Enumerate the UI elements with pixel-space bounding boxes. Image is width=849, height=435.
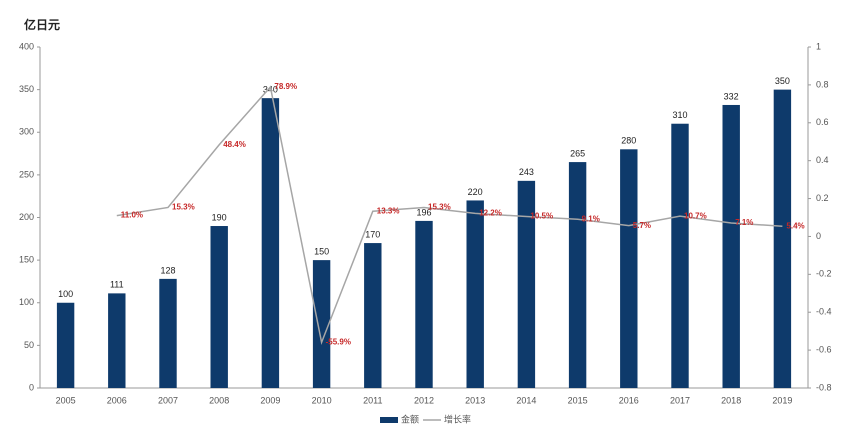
x-tick-label: 2012 [414,395,434,405]
y-tick-label: 100 [19,297,34,307]
y2-tick-label: 0.6 [816,117,829,127]
line-value-label: 5.7% [633,221,651,230]
y2-tick-label: 0.8 [816,79,829,89]
x-tick-label: 2013 [465,395,485,405]
line-value-label: 11.0% [121,211,143,220]
bar-value-label: 220 [468,187,483,197]
legend-swatch [380,417,398,423]
y-tick-label: 300 [19,127,34,137]
bar-value-label: 332 [724,91,739,101]
bar-value-label: 243 [519,167,534,177]
bar [722,104,740,388]
bar [261,98,280,389]
bar [364,243,382,388]
x-tick-label: 2010 [312,395,332,405]
x-tick-label: 2007 [158,395,178,405]
bar-value-label: 128 [160,265,175,275]
bar [415,220,433,388]
bar-value-label: 196 [416,207,431,217]
y2-tick-label: 0.4 [816,155,829,165]
x-tick-label: 2019 [772,395,792,405]
x-tick-label: 2015 [568,395,588,405]
x-tick-label: 2016 [619,395,639,405]
line-value-label: 78.9% [274,82,297,91]
line-value-label: 9.1% [582,214,600,223]
growth-line [116,85,783,346]
line-value-label: 5.4% [786,221,804,230]
line-value-label: 10.5% [530,212,553,221]
bar-value-label: 310 [672,110,687,120]
x-tick-label: 2009 [260,395,280,405]
bar [312,260,331,388]
x-tick-label: 2014 [516,395,536,405]
line-value-label: 15.3% [172,203,195,212]
line-value-label: 48.4% [223,140,246,149]
y2-tick-label: -0.2 [816,269,832,279]
bar [108,293,126,388]
y-tick-label: 0 [29,382,34,392]
y-tick-label: 150 [19,255,34,265]
line-value-label: 7.1% [735,218,753,227]
y-tick-label: 400 [19,41,34,51]
line-value-label: 13.3% [377,206,400,215]
x-tick-label: 2018 [721,395,741,405]
y2-tick-label: 0.2 [816,193,829,203]
y-tick-label: 250 [19,169,34,179]
bar [568,162,587,388]
y2-tick-label: -0.8 [816,382,832,392]
bar [56,302,75,388]
x-tick-label: 2005 [56,395,76,405]
bar [773,89,792,388]
y-tick-label: 200 [19,212,34,222]
bar-value-label: 100 [58,289,73,299]
line-value-label: 12.2% [479,208,502,217]
x-tick-label: 2008 [209,395,229,405]
bar [620,149,638,388]
bar [466,200,484,388]
bar-value-label: 265 [570,148,585,158]
x-tick-label: 2006 [107,395,127,405]
line-value-label: 10.7% [684,211,707,220]
bar-value-label: 350 [775,76,790,86]
bar [671,123,689,388]
bar [517,180,536,388]
bar-value-label: 150 [314,247,329,257]
line-value-label: 15.3% [428,203,451,212]
y-axis-title: 亿日元 [24,17,60,32]
bar-value-label: 170 [365,229,380,239]
y2-tick-label: -0.4 [816,307,832,317]
y2-tick-label: 1 [816,41,821,51]
bar [210,226,228,388]
x-tick-label: 2011 [363,395,382,405]
x-tick-label: 2017 [670,395,690,405]
y2-tick-label: 0 [816,231,821,241]
line-value-label: -55.9% [326,337,351,346]
y2-tick-label: -0.6 [816,344,832,354]
bar-value-label: 111 [110,280,124,290]
bar-value-label: 280 [621,136,636,146]
legend-label: 金额 [401,413,419,424]
y-tick-label: 50 [24,340,34,350]
bar [159,278,177,388]
bar-value-label: 190 [212,212,227,222]
y-tick-label: 350 [19,84,34,94]
legend-label: 增长率 [444,413,471,424]
